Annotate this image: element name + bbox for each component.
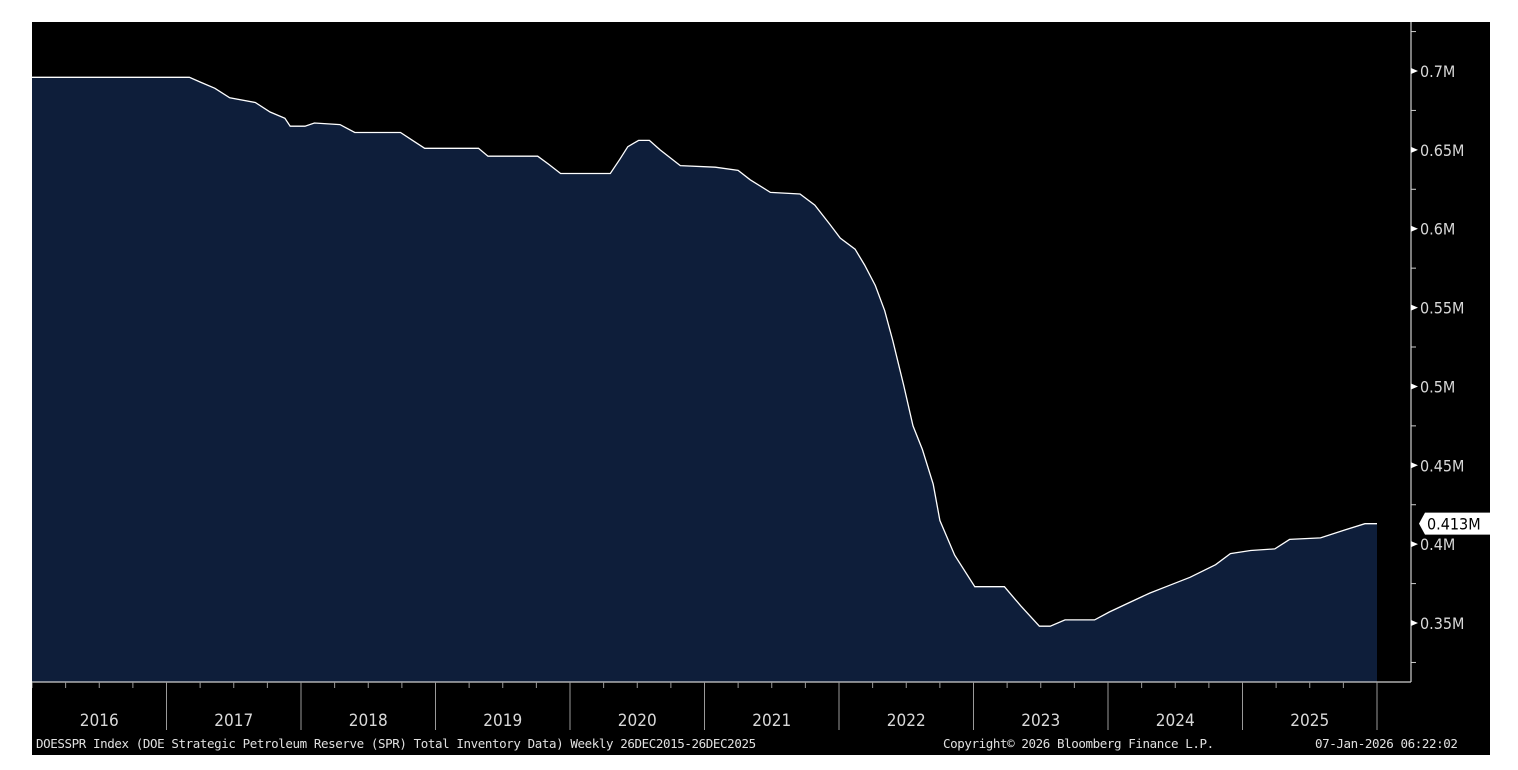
y-tick-label: 0.65M bbox=[1420, 141, 1464, 160]
last-value-label: 0.413M bbox=[1427, 515, 1481, 534]
y-tick-marker bbox=[1411, 541, 1418, 548]
y-tick-label: 0.4M bbox=[1420, 535, 1455, 554]
x-tick-label: 2025 bbox=[1290, 711, 1329, 731]
chart-svg: 2016 2017 2018 2019 2020 2021 2022 2023 2024 2025… bbox=[32, 22, 1490, 731]
y-tick-label: 0.5M bbox=[1420, 377, 1455, 396]
x-tick-label: 2016 bbox=[80, 711, 119, 731]
y-tick-marker bbox=[1411, 304, 1418, 311]
y-tick-label: 0.7M bbox=[1420, 62, 1455, 81]
x-tick-label: 2021 bbox=[752, 711, 791, 731]
y-tick-marker bbox=[1411, 68, 1418, 74]
last-value-tag bbox=[1419, 512, 1490, 535]
series-line bbox=[32, 76, 1377, 627]
x-tick-label: 2024 bbox=[1156, 711, 1195, 731]
x-tick-label: 2022 bbox=[887, 711, 926, 731]
y-tick-marker bbox=[1411, 462, 1418, 469]
y-tick-marker bbox=[1411, 383, 1418, 390]
x-tick-label: 2020 bbox=[618, 711, 657, 731]
x-tick-label: 2019 bbox=[483, 711, 522, 731]
y-tick-marker bbox=[1411, 225, 1418, 232]
y-tick-label: 0.45M bbox=[1420, 456, 1464, 475]
series-area bbox=[32, 77, 1377, 683]
y-tick-marker bbox=[1411, 620, 1418, 627]
footer-description: DOESSPR Index (DOE Strategic Petroleum R… bbox=[36, 736, 756, 751]
footer-timestamp: 07-Jan-2026 06:22:02 bbox=[1315, 736, 1458, 751]
y-tick-label: 0.6M bbox=[1420, 220, 1455, 239]
x-tick-label: 2018 bbox=[349, 711, 388, 731]
x-tick-label: 2023 bbox=[1021, 711, 1060, 731]
y-tick-marker bbox=[1411, 146, 1418, 153]
footer-copyright: Copyright© 2026 Bloomberg Finance L.P. bbox=[943, 736, 1214, 751]
y-tick-label: 0.35M bbox=[1420, 614, 1464, 633]
y-tick-label: 0.55M bbox=[1420, 299, 1464, 318]
chart-panel: 2016 2017 2018 2019 2020 2021 2022 2023 2024 2025… bbox=[32, 22, 1490, 755]
x-tick-label: 2017 bbox=[214, 711, 253, 731]
